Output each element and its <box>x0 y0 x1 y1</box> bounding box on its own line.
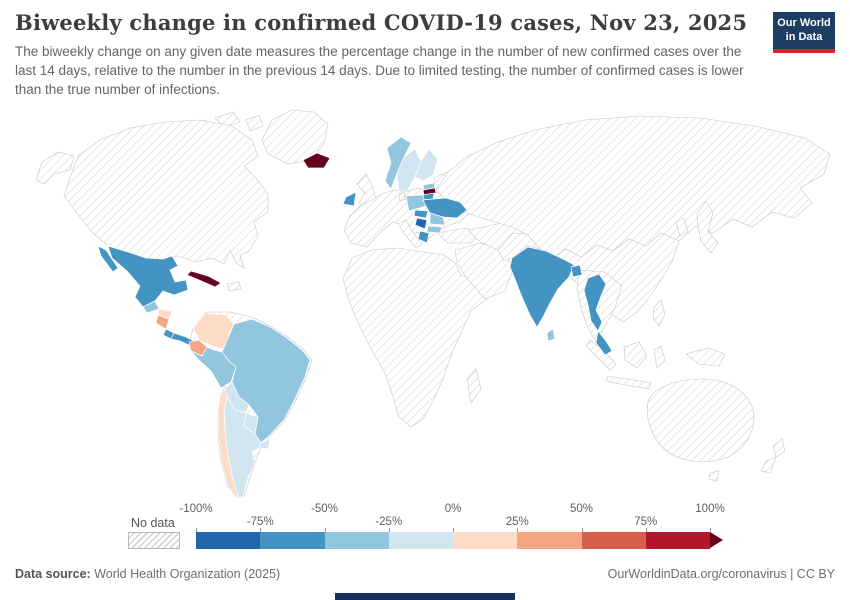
legend-segment[interactable] <box>645 532 710 549</box>
landmass-indonesia <box>653 345 666 369</box>
landmass-japan <box>696 200 719 254</box>
landmass-alaska <box>35 151 75 185</box>
country-chile[interactable] <box>217 387 239 499</box>
country-mexico[interactable] <box>107 245 189 308</box>
landmass-italy <box>397 219 423 249</box>
country-iceland[interactable] <box>302 152 331 169</box>
credit-link[interactable]: OurWorldinData.org/coronavirus | CC BY <box>607 567 835 581</box>
legend-tick-label: 0% <box>444 503 462 515</box>
legend-segment[interactable] <box>196 532 261 549</box>
chart-header: Biweekly change in confirmed COVID-19 ca… <box>15 10 835 99</box>
landmass-africa <box>342 247 494 428</box>
legend-bar-area: -100% -75% -50% -25% 0% 25% 50% 75% 100% <box>179 502 725 554</box>
landmass-new-zealand <box>772 438 786 458</box>
legend-tick-label: -100% <box>179 503 213 515</box>
country-mexico[interactable] <box>97 245 119 273</box>
legend-segment[interactable] <box>517 532 582 549</box>
page-title: Biweekly change in confirmed COVID-19 ca… <box>15 10 748 35</box>
world-map-svg <box>35 109 831 499</box>
legend-segment[interactable] <box>453 532 518 549</box>
landmass-tasmania <box>708 470 720 482</box>
country-romania[interactable] <box>429 212 446 226</box>
legend-segment[interactable] <box>388 532 453 549</box>
legend-tick-label: -25% <box>375 516 403 528</box>
country-ireland[interactable] <box>342 191 357 207</box>
landmass-arctic-islands <box>245 114 264 132</box>
legend-segment[interactable] <box>581 532 646 549</box>
landmass-hispaniola <box>226 281 242 292</box>
chart-footer: Data source: World Health Organization (… <box>15 567 835 581</box>
country-sweden[interactable] <box>396 148 422 192</box>
legend-tick-mark <box>388 528 390 532</box>
country-bulgaria[interactable] <box>426 225 443 234</box>
legend-segment[interactable] <box>260 532 325 549</box>
country-bangladesh[interactable] <box>570 264 583 278</box>
legend-tick-mark <box>324 528 326 532</box>
no-data-swatch[interactable] <box>128 532 180 549</box>
legend-tick-label: 50% <box>569 503 594 515</box>
legend-bar <box>196 532 710 549</box>
legend-tick-mark <box>196 528 197 532</box>
landmass-indonesia <box>605 375 652 390</box>
legend-tick-mark <box>517 528 519 532</box>
country-serbia[interactable] <box>414 217 428 230</box>
legend-tick-label: 100% <box>695 503 725 515</box>
country-cuba[interactable] <box>186 270 222 288</box>
country-malaysia[interactable] <box>595 330 613 356</box>
legend-tick-label: 75% <box>634 516 658 528</box>
legend-tick-label: -75% <box>246 516 274 528</box>
country-sri-lanka[interactable] <box>546 328 556 342</box>
landmass-madagascar <box>466 368 482 404</box>
owid-logo[interactable]: Our World in Data <box>773 12 835 53</box>
country-hungary[interactable] <box>413 209 429 219</box>
country-india[interactable] <box>509 246 575 328</box>
data-source-value: World Health Organization (2025) <box>90 567 281 581</box>
owid-logo-accent <box>773 48 835 53</box>
data-source: Data source: World Health Organization (… <box>15 567 280 581</box>
legend-tick-mark <box>453 528 454 532</box>
legend-tick-mark <box>581 528 583 532</box>
chart-subtitle: The biweekly change on any given date me… <box>15 44 744 98</box>
world-map[interactable] <box>0 100 850 500</box>
bottom-ui-strip <box>335 593 515 600</box>
landmass-new-zealand <box>760 456 777 474</box>
map-legend: No data -100% -75% -50% -25% 0% 25% 50% 75% 100% <box>0 502 850 554</box>
data-source-label: Data source: <box>15 567 91 581</box>
owid-logo-line1: Our World <box>777 17 831 29</box>
legend-tick-label: -50% <box>311 503 338 515</box>
legend-tick-mark <box>645 528 647 532</box>
landmass-eurasia <box>435 115 831 259</box>
country-finland[interactable] <box>414 148 439 182</box>
landmass-denmark <box>398 191 407 202</box>
landmass-australia <box>646 378 755 463</box>
no-data-label: No data <box>131 516 175 530</box>
landmass-greenland <box>261 109 329 165</box>
landmass-korea <box>675 217 689 237</box>
landmass-philippines <box>652 299 666 327</box>
legend-ticks: -100% -75% -50% -25% 0% 25% 50% 75% 100% <box>179 502 725 532</box>
legend-tick-mark <box>710 528 711 532</box>
legend-arrow <box>710 532 723 548</box>
landmass-indonesia <box>623 341 648 369</box>
landmass-north-america <box>63 119 269 269</box>
legend-tick-label: 25% <box>505 516 529 528</box>
landmass-new-guinea <box>685 347 726 367</box>
owid-logo-line2: in Data <box>785 30 823 43</box>
legend-tick-mark <box>260 528 262 532</box>
country-greece[interactable] <box>417 230 430 244</box>
country-thailand[interactable] <box>583 273 607 332</box>
legend-segment[interactable] <box>324 532 389 549</box>
